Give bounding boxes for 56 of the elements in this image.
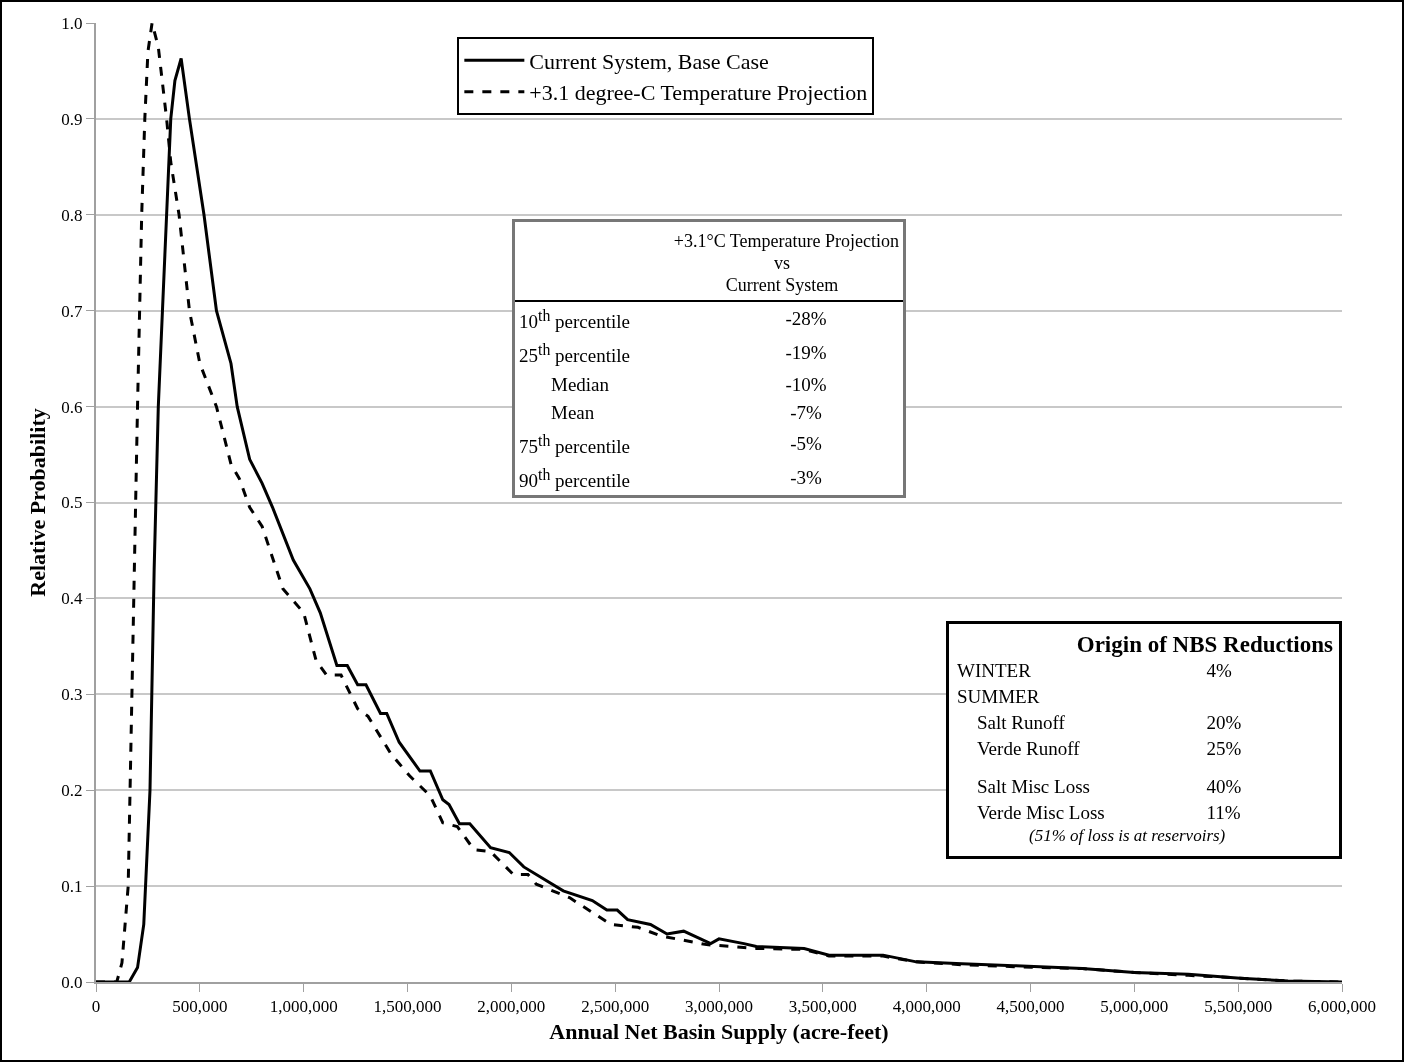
annotation: (51% of loss is at reservoirs) xyxy=(1028,826,1227,847)
x-tick-label: 0 xyxy=(91,997,101,1017)
legend-label: +3.1 degree-C Temperature Projection xyxy=(529,80,868,106)
annotation: Median xyxy=(550,372,611,397)
annotation: Salt Runoff xyxy=(976,711,1066,735)
annotation: 4% xyxy=(1205,659,1233,683)
y-tick-label: 0.1 xyxy=(61,877,83,897)
y-tick-label: 0.2 xyxy=(61,781,83,801)
y-tick-label: 0.4 xyxy=(61,589,84,609)
annotation: WINTER xyxy=(956,659,1032,683)
annotation: Origin of NBS Reductions xyxy=(1075,631,1334,658)
annotation: SUMMER xyxy=(956,685,1041,709)
x-tick-label: 1,500,000 xyxy=(373,997,442,1017)
y-tick-label: 1.0 xyxy=(61,13,83,33)
annotation: -7% xyxy=(789,400,823,425)
annotation: 25% xyxy=(1205,737,1243,761)
x-tick-label: 2,000,000 xyxy=(477,997,546,1017)
x-tick-label: 1,000,000 xyxy=(269,997,338,1017)
annotation: -10% xyxy=(784,372,828,397)
annotation: vs xyxy=(773,252,791,274)
y-tick-label: 0.0 xyxy=(61,972,83,992)
x-tick-label: 4,500,000 xyxy=(996,997,1065,1017)
annotation: Salt Misc Loss xyxy=(976,775,1091,799)
annotation: 10$^{th}$ percentile xyxy=(518,306,631,335)
annotation: Mean xyxy=(550,400,596,425)
annotation: Verde Runoff xyxy=(976,737,1081,761)
x-tick-label: 500,000 xyxy=(172,997,228,1017)
x-tick-label: 3,500,000 xyxy=(788,997,857,1017)
annotation: 25$^{th}$ percentile xyxy=(518,340,631,369)
y-tick-label: 0.3 xyxy=(61,685,83,705)
y-tick-label: 0.9 xyxy=(61,109,83,129)
annotation: -3% xyxy=(789,466,823,491)
annotation: +3.1°C Temperature Projection xyxy=(672,230,899,252)
legend-label: Current System, Base Case xyxy=(529,48,769,74)
annotation: -5% xyxy=(789,431,823,456)
y-tick-label: 0.7 xyxy=(61,301,84,321)
y-tick-label: 0.5 xyxy=(61,493,83,513)
x-axis-title: Annual Net Basin Supply (acre-feet) xyxy=(549,1018,889,1044)
x-tick-label: 5,000,000 xyxy=(1100,997,1169,1017)
x-tick-label: 4,000,000 xyxy=(892,997,961,1017)
annotation: Current System xyxy=(724,274,840,296)
y-tick-label: 0.8 xyxy=(61,205,83,225)
annotation: 90$^{th}$ percentile xyxy=(518,465,631,494)
x-tick-label: 3,000,000 xyxy=(685,997,753,1017)
annotation: 75$^{th}$ percentile xyxy=(518,430,631,459)
annotation: Verde Misc Loss xyxy=(976,801,1106,825)
y-axis-title: Relative Probability xyxy=(24,408,50,597)
annotation: 40% xyxy=(1205,775,1243,799)
y-tick-label: 0.6 xyxy=(61,397,83,417)
x-tick-label: 5,500,000 xyxy=(1204,997,1273,1017)
annotation: -28% xyxy=(784,307,828,332)
annotation: -19% xyxy=(784,341,828,366)
annotation: 11% xyxy=(1205,801,1242,825)
x-tick-label: 2,500,000 xyxy=(581,997,650,1017)
x-tick-label: 6,000,000 xyxy=(1308,997,1376,1017)
annotation: 20% xyxy=(1205,711,1243,735)
